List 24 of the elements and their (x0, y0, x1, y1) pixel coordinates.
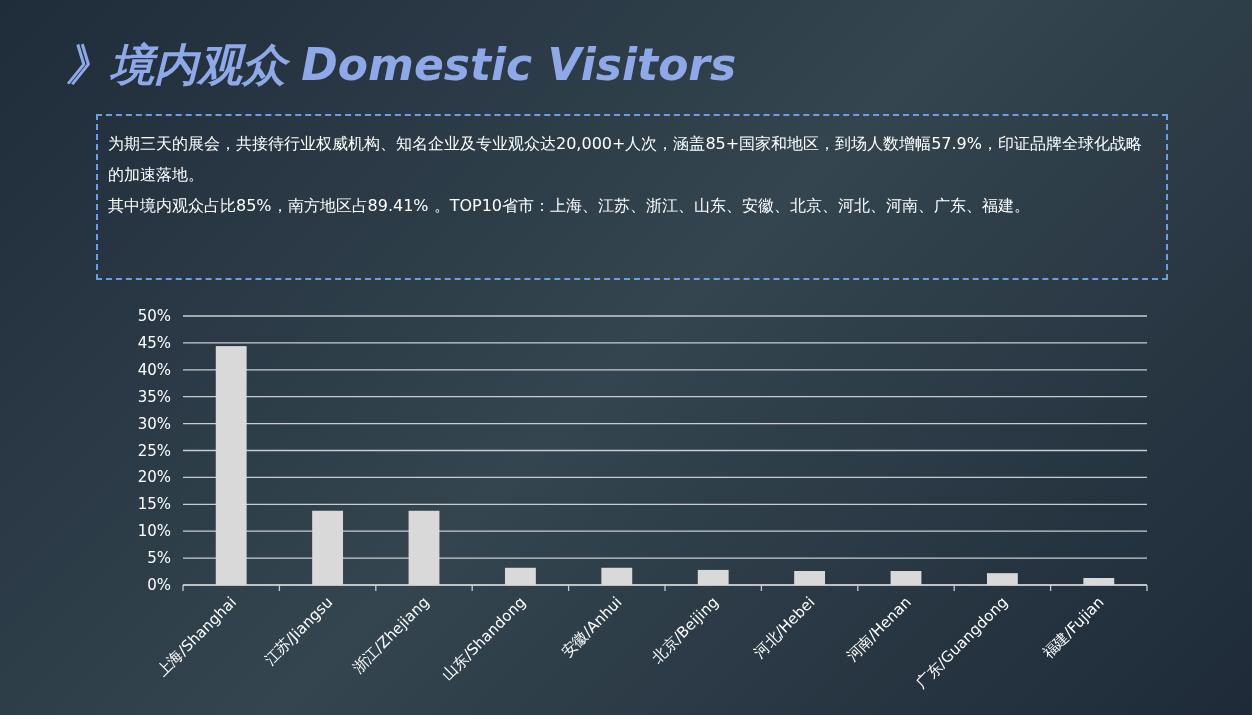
bar (1083, 578, 1115, 585)
y-tick-label: 15% (137, 495, 171, 514)
y-tick-label: 5% (147, 549, 171, 568)
chart-title: 》境内观众 Domestic Visitors (66, 38, 737, 92)
y-tick-label: 20% (137, 468, 171, 487)
bar (890, 571, 922, 585)
y-tick-label: 50% (137, 307, 171, 325)
y-tick-label: 40% (137, 360, 171, 379)
y-tick-label: 45% (137, 333, 171, 352)
bar (601, 567, 633, 585)
bar (312, 510, 344, 585)
bar (986, 573, 1018, 585)
text: 其中境内观众占比85%，南方地区占89.41% 。TOP10省市：上海、江苏、浙江、山东、安徽、北京、河北、河南、广东、福建。 (108, 195, 1032, 217)
text: 为期三天的展会，共接待行业权威机构、知名企业及专业观众达20,000+人次，涵盖85+国家和地区，到场人数增幅57.9%，印证品牌全球化战略的加速落地。 (108, 133, 1143, 186)
bar (697, 569, 729, 585)
y-tick-label: 30% (137, 414, 171, 433)
y-tick-label: 35% (137, 387, 171, 406)
y-tick-label: 25% (137, 441, 171, 460)
bar (408, 510, 440, 585)
y-tick-label: 10% (137, 522, 171, 541)
bar (504, 567, 536, 585)
bar (215, 346, 247, 585)
bar (794, 571, 826, 585)
y-tick-label: 0% (147, 576, 171, 594)
